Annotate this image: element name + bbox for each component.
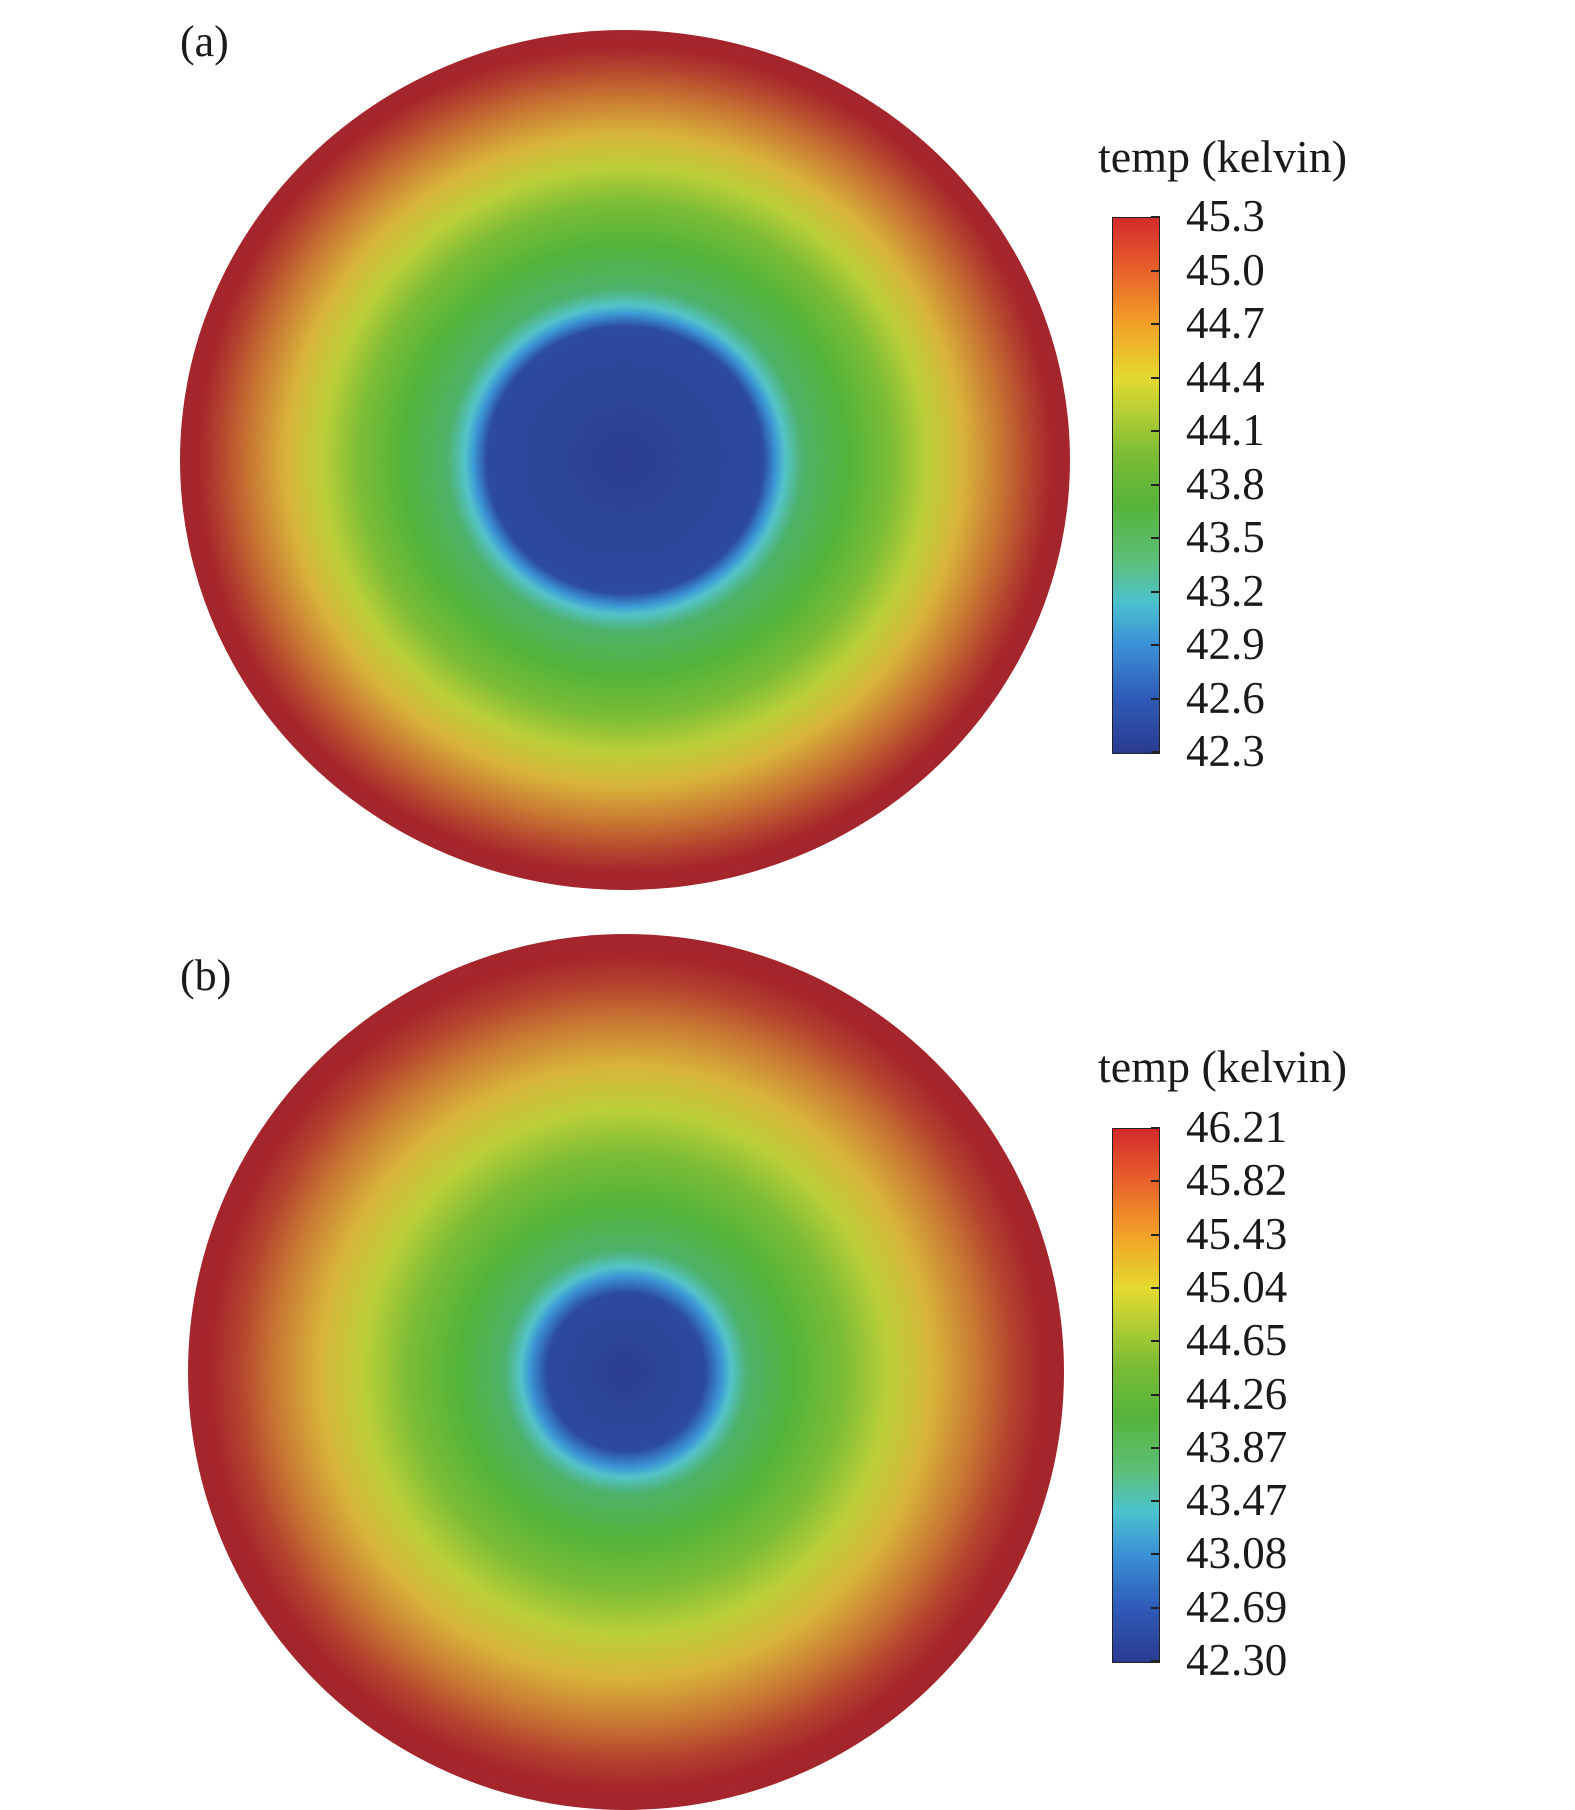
colorbar-tick-label: 42.9 (1186, 619, 1265, 669)
colorbar-tick (1151, 644, 1160, 646)
colorbar-tick (1151, 1446, 1160, 1449)
colorbar-tick (1151, 1393, 1160, 1396)
temperature-disk-a (180, 30, 1070, 890)
colorbar-title-a: temp (kelvin) (1098, 131, 1348, 182)
colorbar-tick-label: 45.04 (1186, 1261, 1288, 1312)
panel-label-b: (b) (180, 951, 232, 1000)
colorbar-b (1112, 1128, 1160, 1663)
colorbar-tick (1151, 323, 1160, 325)
colorbar-tick-label: 42.69 (1186, 1581, 1288, 1632)
colorbar-tick (1151, 1500, 1160, 1503)
colorbar-tick-label: 44.65 (1186, 1315, 1288, 1366)
colorbar-tick (1151, 1606, 1160, 1609)
colorbar-tick (1151, 269, 1160, 272)
colorbar-tick-label: 42.3 (1186, 726, 1265, 776)
colorbar-tick (1151, 1233, 1160, 1236)
colorbar-tick-label: 45.82 (1186, 1155, 1288, 1206)
colorbar-tick-label: 43.08 (1186, 1528, 1288, 1579)
colorbar-tick (1151, 537, 1160, 539)
colorbar-tick-label: 44.26 (1186, 1368, 1288, 1419)
colorbar-tick-label: 45.3 (1186, 191, 1265, 241)
colorbar-tick-label: 46.21 (1186, 1102, 1288, 1152)
colorbar-tick-label: 44.1 (1186, 405, 1265, 455)
colorbar-tick-label: 44.7 (1186, 298, 1265, 348)
colorbar-tick-label: 43.87 (1186, 1421, 1288, 1472)
colorbar-tick-label: 42.30 (1186, 1635, 1288, 1685)
panel-a: (a) temp (kelvin) 45.3 45.0 44.7 44.4 44.1 43… (180, 17, 1348, 890)
colorbar-tick (1151, 1286, 1160, 1289)
colorbar-tick (1151, 590, 1160, 593)
colorbar-tick-label: 43.47 (1186, 1475, 1288, 1526)
colorbar-a (1112, 217, 1160, 754)
colorbar-tick (1151, 376, 1160, 379)
panel-label-a: (a) (180, 17, 229, 66)
colorbar-tick-label: 45.0 (1186, 244, 1265, 295)
colorbar-tick (1151, 751, 1160, 753)
colorbar-tick-label: 42.6 (1186, 672, 1265, 723)
colorbar-tick-label: 45.43 (1186, 1208, 1288, 1259)
colorbar-tick (1151, 430, 1160, 432)
colorbar-tick (1151, 1340, 1160, 1343)
colorbar-tick-label: 43.2 (1186, 565, 1265, 616)
colorbar-tick-label: 44.4 (1186, 351, 1265, 402)
colorbar-tick (1151, 1660, 1160, 1662)
colorbar-tick-label: 43.8 (1186, 458, 1265, 509)
colorbar-tick (1151, 483, 1160, 486)
colorbar-tick (1151, 1180, 1160, 1183)
colorbar-tick (1151, 1127, 1160, 1129)
temperature-disk-b (188, 934, 1064, 1810)
colorbar-tick-label: 43.5 (1186, 512, 1265, 562)
colorbar-tick (1151, 216, 1160, 218)
colorbar-tick (1151, 1553, 1160, 1556)
colorbar-tick (1151, 697, 1160, 700)
colorbar-title-b: temp (kelvin) (1098, 1041, 1348, 1092)
panel-b: (b) temp (kelvin) 46.21 45.82 45.43 45.04 44… (0, 910, 1575, 1810)
